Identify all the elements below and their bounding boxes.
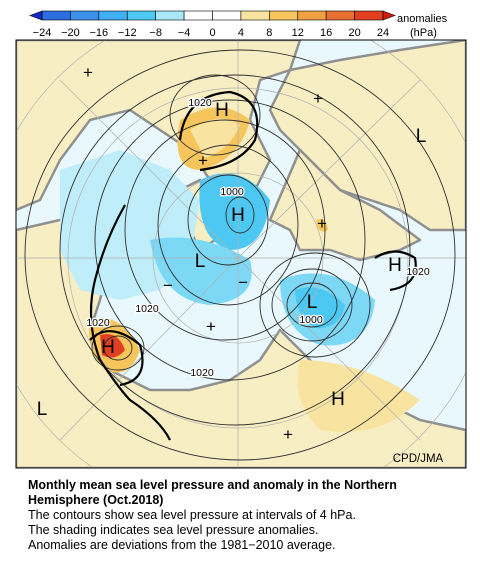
colorbar-over (382, 10, 396, 21)
credit: CPD/JMA (393, 453, 444, 465)
contour-label: 1020 (135, 303, 159, 315)
caption-line: The contours show sea level pressure at … (28, 508, 356, 522)
contour-label: 1020 (188, 97, 212, 109)
colorbar-tick-label: 24 (377, 27, 389, 39)
colorbar-tick-label: 12 (292, 27, 304, 39)
contour-label: 1000 (299, 314, 323, 326)
colorbar-segment (325, 10, 355, 21)
colorbar-segment (269, 10, 299, 21)
colorbar-segment (297, 10, 327, 21)
anomaly-sign: + (283, 425, 293, 444)
contour-1020 (89, 90, 417, 441)
colorbar-tick-label: −8 (149, 27, 162, 39)
anomaly-sign: − (163, 276, 173, 295)
map (16, 40, 466, 468)
contour-label: 1020 (190, 367, 214, 379)
map-frame (15, 39, 467, 469)
anomaly-sign: + (317, 214, 327, 233)
colorbar-segment (70, 10, 100, 21)
pressure-center: L (416, 126, 427, 147)
colorbar-label: anomalies (397, 13, 448, 25)
pressure-center: L (195, 251, 206, 272)
anomaly-sign: + (83, 63, 93, 82)
colorbar-segment (155, 10, 185, 21)
figure: −24 −20 −16 −12 −8 −4 0 4 8 12 16 20 24 anomalies (h… (15, 10, 467, 469)
caption-line: Anomalies are deviations from the 1981−2… (28, 538, 336, 552)
anomaly-sign: − (238, 273, 248, 292)
colorbar-tick-label: −16 (89, 27, 108, 39)
anomaly-shading (60, 107, 420, 432)
contour-label: 1020 (406, 266, 430, 278)
colorbar-tick-label: −12 (118, 27, 137, 39)
colorbar-tick-label: 16 (320, 27, 332, 39)
caption: Monthly mean sea level pressure and anom… (28, 478, 468, 553)
colorbar-segment (183, 10, 213, 21)
caption-line: The shading indicates sea level pressure… (28, 523, 319, 537)
pressure-center: H (101, 337, 115, 358)
colorbar-segment (354, 10, 384, 21)
anomaly-sign: + (313, 89, 323, 108)
pressure-center: H (231, 205, 245, 226)
colorbar-tick-label: 0 (209, 27, 215, 39)
colorbar-tick-label: −24 (33, 27, 52, 39)
caption-title: Monthly mean sea level pressure and anom… (28, 478, 397, 507)
contour-label: 1000 (220, 186, 244, 198)
colorbar-under (29, 10, 43, 21)
colorbar-segment (240, 10, 270, 21)
pressure-center: H (331, 389, 345, 410)
colorbar-tick-label: −4 (178, 27, 191, 39)
pressure-center: L (307, 292, 318, 313)
colorbar-unit: (hPa) (410, 27, 437, 39)
graticule (16, 40, 466, 468)
colorbar-segment (41, 10, 71, 21)
colorbar-tick-label: 8 (266, 27, 272, 39)
colorbar-segment (212, 10, 242, 21)
contours (24, 49, 456, 461)
colorbar-tick-label: 4 (238, 27, 244, 39)
pressure-center: L (37, 399, 48, 420)
colorbar-tick-label: 20 (348, 27, 360, 39)
pressure-center: H (215, 100, 229, 121)
anomaly-sign: + (206, 317, 216, 336)
colorbar-segment (126, 10, 156, 21)
anomaly-sign: + (198, 151, 208, 170)
pressure-center: H (388, 255, 402, 276)
colorbar-segment (98, 10, 128, 21)
colorbar-tick-label: −20 (61, 27, 80, 39)
contour-label: 1020 (86, 317, 110, 329)
colorbar: −24 −20 −16 −12 −8 −4 0 4 8 12 16 20 24 (29, 10, 396, 39)
